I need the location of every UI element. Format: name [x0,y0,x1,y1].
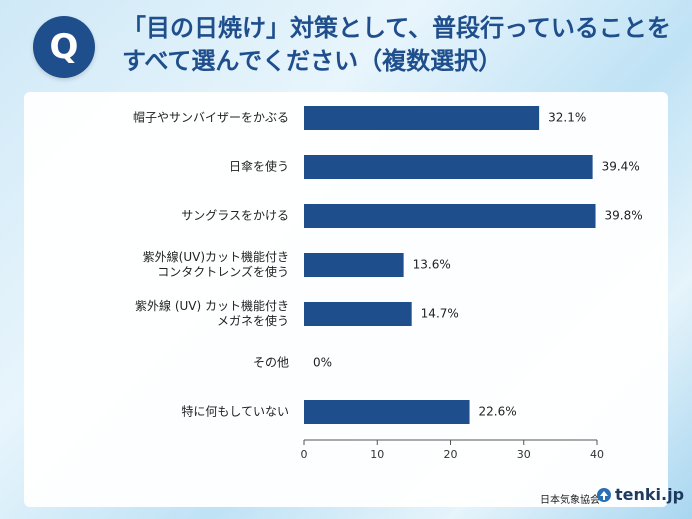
category-label: 帽子やサンバイザーをかぶる [133,110,289,125]
bar [304,302,412,326]
x-tick-label: 10 [370,448,384,461]
value-label: 39.8% [605,209,643,223]
question-title-line-2: すべて選んでください（複数選択） [122,47,503,75]
value-label: 32.1% [548,111,586,125]
value-label: 22.6% [479,405,517,419]
brand-name: tenki.jp [615,485,685,504]
bar [304,253,404,277]
question-badge: Q [33,16,95,78]
footer-brand: tenki.jp [596,485,684,504]
value-label: 0% [313,356,332,370]
bar [304,155,593,179]
x-tick-label: 0 [301,448,308,461]
tenki-logo-icon [597,487,611,502]
x-tick-label: 20 [444,448,458,461]
category-label: その他 [253,356,289,370]
bar [304,106,540,130]
category-label: 日傘を使う [229,159,289,174]
bar [304,400,470,424]
header: Q 「目の日焼け」対策として、普段行っていることを すべて選んでください（複数選… [0,0,692,86]
category-label: コンタクトレンズを使う [157,264,289,279]
x-tick-label: 40 [590,448,604,461]
category-label: サングラスをかける [181,209,289,223]
x-tick-label: 30 [517,448,531,461]
value-label: 39.4% [602,160,640,174]
value-label: 13.6% [413,258,451,272]
category-label: 特に何もしていない [181,404,289,419]
footer-organization: 日本気象協会 [540,495,600,506]
bar [304,204,596,228]
question-title: 「目の日焼け」対策として、普段行っていることを すべて選んでください（複数選択） [122,12,682,78]
category-label: 紫外線(UV)カット機能付き [143,249,289,264]
question-title-line-1: 「目の日焼け」対策として、普段行っていることを [122,14,671,42]
category-label: 紫外線 (UV) カット機能付き [135,298,289,313]
category-label: メガネを使う [217,313,289,328]
value-label: 14.7% [421,307,459,321]
